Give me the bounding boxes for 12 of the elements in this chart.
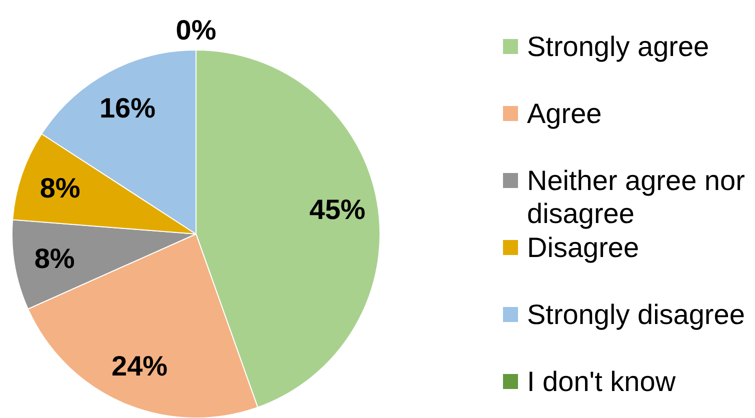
text: 0% (176, 14, 216, 46)
data-label: 8% (34, 242, 75, 274)
data-label: 45% (309, 194, 366, 226)
data-label: 16% (99, 92, 156, 124)
legend-label: Strongly disagree (527, 298, 746, 331)
legend-label: Neither agree nor disagree (527, 164, 746, 230)
legend-label: I don't know (527, 365, 677, 398)
data-label: 8% (40, 172, 80, 204)
legend-label: Disagree (527, 231, 640, 264)
data-label: 24% (112, 350, 168, 382)
legend-label: Strongly agree (527, 30, 710, 63)
legend-label: Agree (527, 97, 603, 130)
